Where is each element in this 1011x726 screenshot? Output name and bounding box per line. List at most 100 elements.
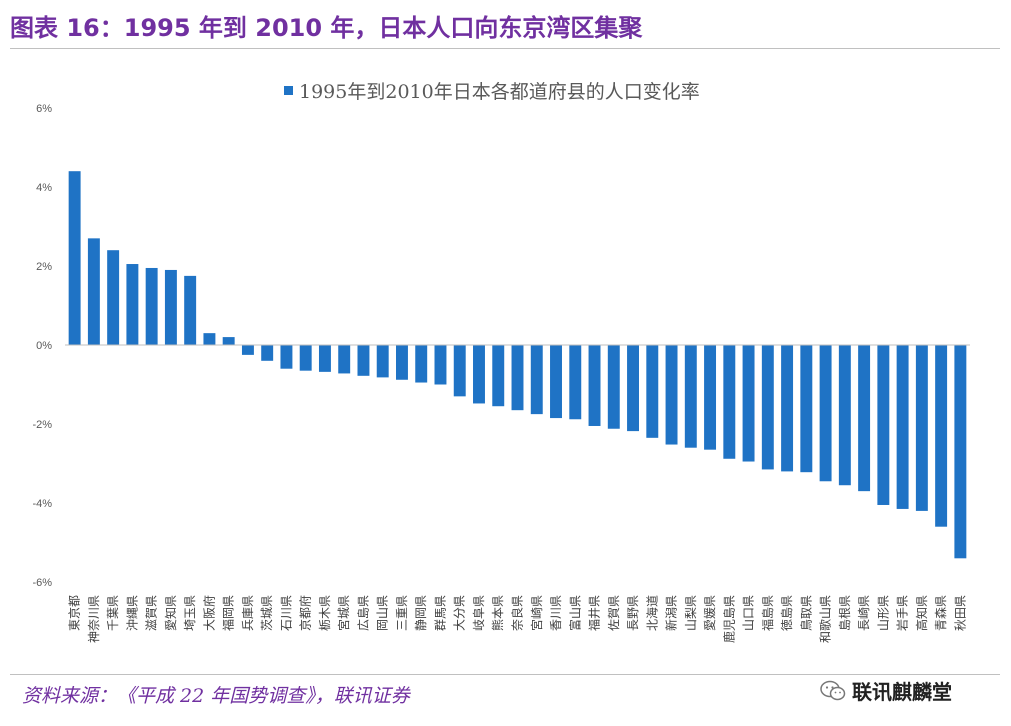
bar (453, 345, 466, 397)
bar (896, 345, 909, 509)
y-tick-label: 2% (36, 261, 52, 273)
x-tick-label: 京都府 (298, 595, 313, 631)
x-tick-label: 福島県 (760, 595, 775, 631)
bar (376, 345, 389, 378)
bar (761, 345, 774, 470)
bar (819, 345, 832, 482)
x-tick-label: 福井県 (587, 595, 602, 631)
page-title: 图表 16：1995 年到 2010 年，日本人口向东京湾区集聚 (10, 14, 643, 42)
bar (241, 345, 254, 355)
x-tick-label: 石川県 (279, 595, 293, 631)
source-note: 资料来源：《平成 22 年国势调查》，联讯证券 (22, 685, 410, 707)
x-tick-label: 鳥取県 (798, 595, 813, 631)
bar (742, 345, 755, 462)
bar (665, 345, 678, 445)
x-tick-label: 茨城県 (260, 595, 274, 631)
x-tick-label: 秋田県 (953, 595, 967, 631)
chart-legend: 1995年到2010年日本各都道府县的人口变化率 (284, 81, 700, 103)
bar (318, 345, 331, 372)
bar (203, 333, 216, 345)
brand-name: 联讯麒麟堂 (852, 680, 952, 704)
x-tick-label: 山梨県 (684, 595, 698, 631)
bar (145, 267, 158, 345)
x-tick-label: 鹿児島県 (721, 595, 736, 643)
y-tick-label: 4% (36, 182, 52, 194)
bar (184, 275, 197, 346)
bar (607, 345, 620, 429)
x-tick-label: 徳島県 (779, 595, 794, 631)
legend-swatch (284, 86, 293, 95)
bar (126, 264, 139, 345)
x-tick-label: 新潟県 (664, 595, 679, 631)
x-tick-label: 佐賀県 (607, 595, 621, 631)
x-tick-label: 滋賀県 (145, 595, 159, 631)
x-tick-label: 富山県 (567, 595, 582, 631)
y-tick-label: -2% (32, 419, 52, 431)
x-tick-label: 高知県 (914, 595, 929, 631)
x-tick-label: 愛知県 (164, 595, 178, 631)
x-tick-label: 埼玉県 (183, 595, 197, 631)
bars (68, 171, 967, 559)
bar (396, 345, 408, 380)
bar (434, 345, 447, 385)
bar (530, 345, 543, 415)
bar (87, 238, 100, 345)
x-tick-label: 東京都 (68, 595, 82, 631)
bar (704, 345, 717, 450)
bar (107, 250, 120, 345)
bar (164, 269, 177, 345)
x-tick-label: 岡山県 (376, 595, 390, 631)
bar (838, 345, 851, 486)
x-tick-label: 長野県 (626, 595, 640, 631)
x-tick-label: 山口県 (742, 595, 756, 631)
bar (588, 345, 601, 426)
bar (68, 171, 81, 345)
x-tick-label: 青森県 (933, 595, 948, 631)
y-axis: 6% 4% 2% 0% -2% -4% -6% (32, 103, 52, 589)
x-tick-label: 和歌山県 (818, 595, 833, 643)
x-tick-label: 兵庫県 (241, 595, 255, 631)
x-axis-labels: 東京都 神奈川県 千葉県 沖縄県 滋賀県 愛知県 埼玉県 大阪府 福岡県 兵庫県 茨城県 石川県 京都府… (68, 595, 968, 643)
bar (954, 345, 967, 559)
bar (492, 345, 505, 407)
bar (261, 345, 274, 361)
bar (858, 345, 871, 492)
bar (646, 345, 659, 438)
x-tick-label: 福岡県 (221, 595, 236, 631)
x-tick-label: 香川県 (549, 595, 563, 631)
header-divider (10, 48, 1000, 49)
population-change-chart: 1995年到2010年日本各都道府县的人口变化率 6% 4% 2% 0% -2% -4% -… (32, 81, 970, 643)
x-tick-label: 岩手県 (895, 595, 910, 631)
bar (511, 345, 524, 411)
bar (877, 345, 890, 505)
bar (357, 345, 370, 376)
x-tick-label: 宮崎県 (529, 595, 544, 631)
bar (935, 345, 948, 527)
x-tick-label: 静岡県 (414, 595, 428, 631)
x-tick-label: 大阪府 (201, 595, 216, 631)
legend-label: 1995年到2010年日本各都道府县的人口变化率 (299, 81, 700, 103)
x-tick-label: 奈良県 (510, 595, 525, 631)
x-tick-label: 島根県 (837, 595, 852, 631)
bar (800, 345, 813, 473)
bar (550, 345, 562, 419)
y-tick-label: -6% (32, 577, 52, 589)
y-tick-label: 6% (36, 103, 52, 115)
x-tick-label: 岐阜県 (472, 595, 486, 631)
header: 图表 16：1995 年到 2010 年，日本人口向东京湾区集聚 (10, 8, 1000, 43)
x-tick-label: 神奈川県 (87, 595, 101, 643)
x-tick-label: 長崎県 (857, 595, 871, 631)
bar (627, 345, 639, 432)
x-tick-label: 千葉県 (106, 595, 120, 631)
x-tick-label: 三重県 (395, 595, 409, 631)
bar (473, 345, 485, 404)
x-tick-label: 栃木県 (318, 595, 332, 631)
x-tick-label: 北海道 (644, 595, 659, 631)
bar (415, 345, 428, 383)
bar (280, 345, 293, 369)
y-tick-label: 0% (36, 340, 52, 352)
bar (723, 345, 736, 459)
x-tick-label: 宮城県 (336, 595, 351, 631)
bar (569, 345, 582, 420)
bar (915, 345, 928, 511)
